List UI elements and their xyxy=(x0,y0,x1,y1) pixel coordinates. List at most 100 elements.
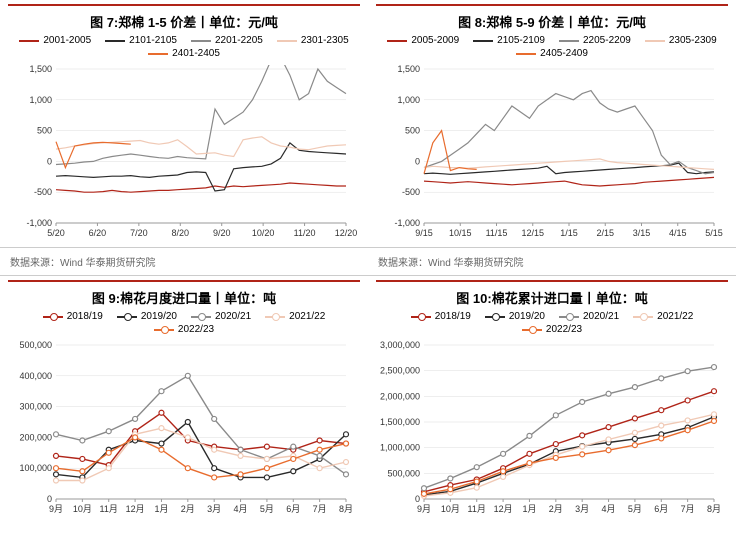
svg-text:400,000: 400,000 xyxy=(19,371,52,381)
svg-text:12/20: 12/20 xyxy=(335,228,358,238)
svg-text:6月: 6月 xyxy=(654,504,668,514)
svg-text:10月: 10月 xyxy=(73,504,92,514)
source-row: 数据来源：Wind 华泰期货研究院 数据来源：Wind 华泰期货研究院 xyxy=(0,247,736,276)
svg-text:11月: 11月 xyxy=(100,504,118,514)
svg-text:0: 0 xyxy=(415,494,420,504)
legend-item: 2019/20 xyxy=(117,311,177,322)
svg-text:11月: 11月 xyxy=(468,504,486,514)
svg-text:12月: 12月 xyxy=(126,504,145,514)
svg-text:500,000: 500,000 xyxy=(387,468,420,478)
legend-item: 2018/19 xyxy=(411,311,471,322)
chart9-panel: 图 9:棉花月度进口量丨单位：吨 2018/192019/202020/2120… xyxy=(0,276,368,523)
svg-text:5月: 5月 xyxy=(628,504,642,514)
svg-text:300,000: 300,000 xyxy=(19,402,52,412)
svg-text:4月: 4月 xyxy=(602,504,616,514)
svg-text:12月: 12月 xyxy=(494,504,513,514)
svg-text:3/15: 3/15 xyxy=(633,228,651,238)
svg-text:6月: 6月 xyxy=(286,504,300,514)
svg-text:7月: 7月 xyxy=(313,504,327,514)
svg-text:7/20: 7/20 xyxy=(130,228,148,238)
chart9-legend: 2018/19 2019/20 2020/21 2021/22 2022/23 xyxy=(8,311,360,335)
chart8-svg: -1,000 -500 0 500 1,000 1,500 9/15 10/15 11/15 12… xyxy=(376,65,728,245)
svg-text:2,500,000: 2,500,000 xyxy=(380,366,420,376)
legend-item: 2001-2005 xyxy=(19,35,91,46)
chart7-svg: -1,000 -500 0 500 1,000 1,500 5/20 6/20 7/20 8/20… xyxy=(8,65,360,245)
svg-text:8月: 8月 xyxy=(707,504,721,514)
legend-item: 2205-2209 xyxy=(559,35,631,46)
svg-text:-500: -500 xyxy=(402,187,420,197)
chart8-legend: 2005-2009 2105-2109 2205-2209 2305-2309 2405… xyxy=(376,35,728,59)
chart9-svg: 0 100,000 200,000 300,000 400,000 500,000 9月 10… xyxy=(8,341,360,521)
svg-text:1,500: 1,500 xyxy=(397,65,420,74)
legend-item: 2201-2205 xyxy=(191,35,263,46)
legend-item: 2020/21 xyxy=(191,311,251,322)
svg-text:500: 500 xyxy=(37,126,52,136)
svg-text:6/20: 6/20 xyxy=(89,228,107,238)
legend-item: 2020/21 xyxy=(559,311,619,322)
chart10-svg: 0500,0001,000,0001,500,0002,000,0002,500… xyxy=(376,341,728,521)
svg-text:10/15: 10/15 xyxy=(449,228,472,238)
svg-text:1,000: 1,000 xyxy=(29,95,52,105)
svg-text:-1,000: -1,000 xyxy=(394,218,420,228)
svg-text:2月: 2月 xyxy=(181,504,195,514)
legend-item: 2105-2109 xyxy=(473,35,545,46)
svg-text:3月: 3月 xyxy=(207,504,221,514)
svg-text:10/20: 10/20 xyxy=(252,228,275,238)
svg-text:5/15: 5/15 xyxy=(705,228,723,238)
legend-item: 2405-2409 xyxy=(516,48,588,59)
legend-item: 2005-2009 xyxy=(387,35,459,46)
svg-text:-1,000: -1,000 xyxy=(26,218,52,228)
chart9-title: 图 9:棉花月度进口量丨单位：吨 xyxy=(8,288,360,307)
svg-text:0: 0 xyxy=(47,156,52,166)
svg-text:1,000: 1,000 xyxy=(397,95,420,105)
svg-text:5/20: 5/20 xyxy=(47,228,65,238)
svg-text:100,000: 100,000 xyxy=(19,463,52,473)
chart7-title: 图 7:郑棉 1-5 价差丨单位：元/吨 xyxy=(8,12,360,31)
svg-text:9/20: 9/20 xyxy=(213,228,231,238)
svg-text:7月: 7月 xyxy=(681,504,695,514)
svg-text:2月: 2月 xyxy=(549,504,563,514)
svg-text:500: 500 xyxy=(405,126,420,136)
chart7-panel: 图 7:郑棉 1-5 价差丨单位：元/吨 2001-2005 2101-2105 2… xyxy=(0,0,368,247)
svg-text:1,500: 1,500 xyxy=(29,65,52,74)
svg-text:9月: 9月 xyxy=(417,504,431,514)
svg-text:1,000,000: 1,000,000 xyxy=(380,443,420,453)
svg-text:9/15: 9/15 xyxy=(415,228,433,238)
legend-item: 2022/23 xyxy=(522,324,582,335)
svg-text:8/20: 8/20 xyxy=(172,228,190,238)
svg-text:1月: 1月 xyxy=(154,504,168,514)
chart7-legend: 2001-20052101-21052201-22052301-23052401… xyxy=(8,35,360,59)
svg-text:0: 0 xyxy=(47,494,52,504)
svg-text:3,000,000: 3,000,000 xyxy=(380,341,420,350)
chart10-legend: 2018/192019/202020/212021/222022/23 xyxy=(376,311,728,335)
legend-item: 2301-2305 xyxy=(277,35,349,46)
chart10-title: 图 10:棉花累计进口量丨单位：吨 xyxy=(376,288,728,307)
svg-text:9月: 9月 xyxy=(49,504,63,514)
svg-text:8月: 8月 xyxy=(339,504,353,514)
svg-text:4月: 4月 xyxy=(234,504,248,514)
svg-text:2,000,000: 2,000,000 xyxy=(380,391,420,401)
svg-text:200,000: 200,000 xyxy=(19,432,52,442)
svg-text:4/15: 4/15 xyxy=(669,228,687,238)
source-left: 数据来源：Wind 华泰期货研究院 xyxy=(0,248,368,275)
legend-item: 2101-2105 xyxy=(105,35,177,46)
legend-item: 2022/23 xyxy=(154,324,214,335)
svg-text:12/15: 12/15 xyxy=(521,228,544,238)
svg-text:11/20: 11/20 xyxy=(294,228,316,238)
chart8-panel: 图 8:郑棉 5-9 价差丨单位：元/吨 2005-20092105-21092… xyxy=(368,0,736,247)
legend-item: 2019/20 xyxy=(485,311,545,322)
legend-item: 2305-2309 xyxy=(645,35,717,46)
svg-text:1/15: 1/15 xyxy=(560,228,578,238)
svg-text:11/15: 11/15 xyxy=(486,228,508,238)
svg-text:2/15: 2/15 xyxy=(596,228,614,238)
legend-item: 2021/22 xyxy=(265,311,325,322)
svg-text:0: 0 xyxy=(415,156,420,166)
source-right: 数据来源：Wind 华泰期货研究院 xyxy=(368,248,736,275)
svg-text:-500: -500 xyxy=(34,187,52,197)
chart8-title: 图 8:郑棉 5-9 价差丨单位：元/吨 xyxy=(376,12,728,31)
legend-item: 2018/19 xyxy=(43,311,103,322)
svg-text:500,000: 500,000 xyxy=(19,341,52,350)
svg-text:1月: 1月 xyxy=(522,504,536,514)
svg-text:3月: 3月 xyxy=(575,504,589,514)
svg-text:10月: 10月 xyxy=(441,504,460,514)
